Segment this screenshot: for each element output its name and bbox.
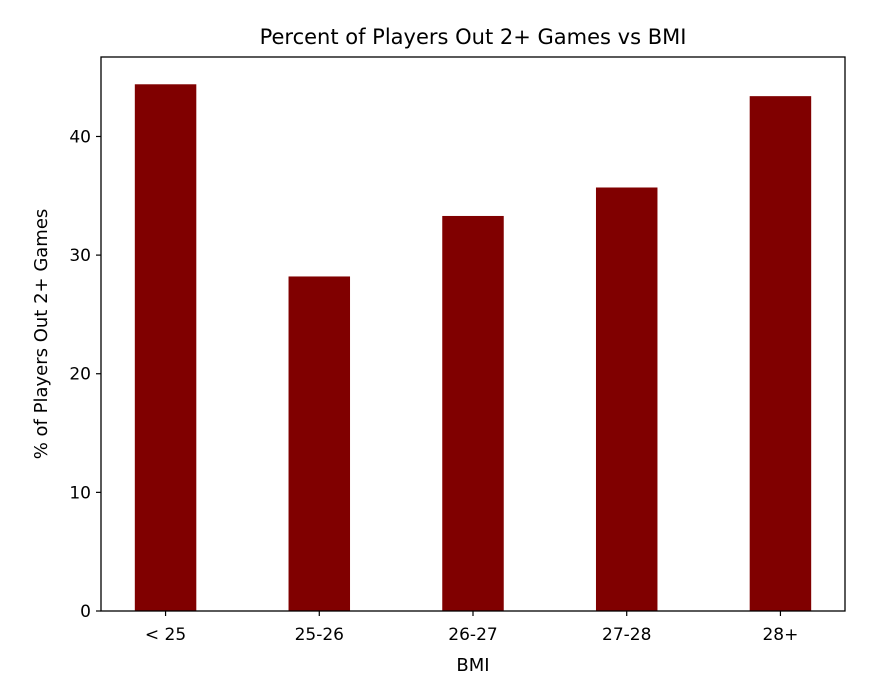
x-axis: < 25 25-26 26-27 27-28 28+: [145, 611, 798, 645]
x-tick-label: 27-28: [602, 625, 651, 645]
bars: [134, 84, 812, 612]
y-tick-label: 10: [69, 483, 91, 503]
chart-title: Percent of Players Out 2+ Games vs BMI: [260, 25, 687, 49]
y-tick-label: 0: [80, 602, 91, 622]
bar-2: [442, 215, 504, 611]
bar-0: [134, 84, 197, 612]
x-tick-label: 25-26: [295, 625, 344, 645]
y-axis-label: % of Players Out 2+ Games: [31, 209, 52, 460]
x-tick-label: 28+: [762, 625, 798, 645]
y-tick-label: 30: [69, 246, 91, 266]
bar-4: [749, 96, 812, 611]
x-tick-label: < 25: [145, 625, 186, 645]
x-axis-label: BMI: [456, 655, 489, 676]
y-tick-label: 40: [69, 127, 91, 147]
y-axis: 0 10 20 30 40: [69, 127, 101, 622]
bar-3: [595, 187, 658, 612]
bar-1: [288, 276, 351, 611]
x-tick-label: 26-27: [448, 625, 497, 645]
y-tick-label: 20: [69, 365, 91, 385]
